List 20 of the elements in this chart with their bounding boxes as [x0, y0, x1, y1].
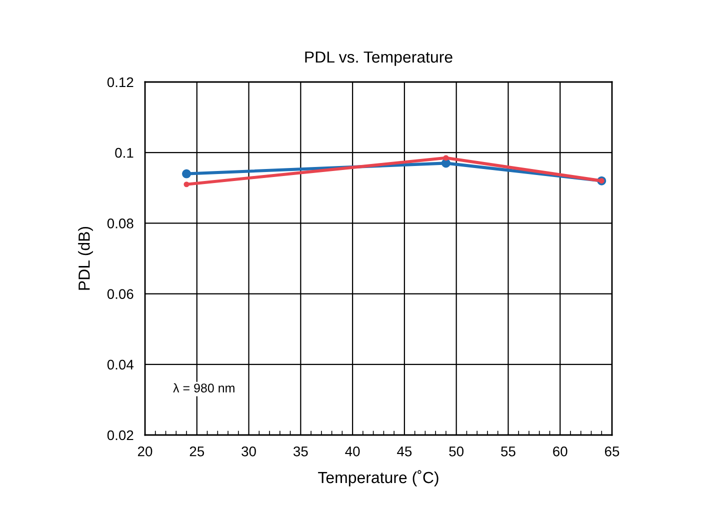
- x-tick-label: 65: [604, 446, 620, 456]
- x-axis-title: Temperature (˚C): [318, 470, 438, 486]
- x-tick-label: 35: [293, 446, 308, 456]
- y-tick-label: 0.08: [107, 218, 134, 228]
- y-axis-title: PDL (dB): [78, 226, 93, 290]
- y-tick-label: 0.06: [107, 289, 134, 299]
- x-tick-label: 30: [242, 446, 256, 456]
- y-tick-label: 0.12: [107, 77, 134, 88]
- annotation: λ = 980 nm: [173, 383, 234, 392]
- y-tick-label: 0.02: [107, 430, 134, 440]
- x-tick-label: 40: [345, 446, 360, 456]
- x-tick-label: 20: [138, 446, 152, 456]
- x-tick-label: 25: [190, 446, 204, 456]
- x-tick-label: 50: [449, 446, 464, 456]
- chart-title: PDL vs. Temperature: [305, 52, 452, 66]
- x-tick-label: 45: [397, 446, 412, 456]
- y-tick-label: 0.04: [107, 360, 134, 370]
- x-tick-label: 60: [553, 446, 568, 456]
- x-tick-label: 55: [501, 446, 516, 456]
- y-tick-label: 0.1: [115, 148, 134, 158]
